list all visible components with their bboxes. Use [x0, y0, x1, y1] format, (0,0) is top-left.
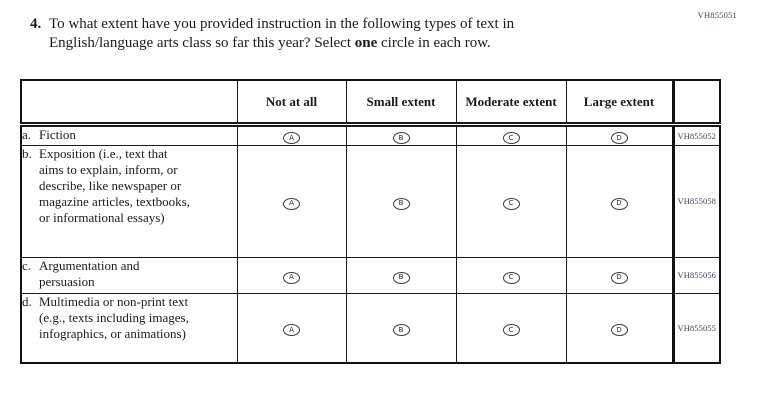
- option-cell-d-d: D: [565, 292, 674, 364]
- row-label-d: d. Multimedia or non-print text (e.g., te…: [20, 292, 238, 364]
- answer-bubble-d-b[interactable]: B: [392, 324, 410, 337]
- column-header-moderate-extent: Moderate extent: [455, 79, 567, 127]
- table-row-d: d. Multimedia or non-print text (e.g., te…: [20, 292, 721, 364]
- answer-grid-table: Not at all Small extent Moderate extent Lar…: [20, 79, 721, 364]
- answer-bubble-a-a[interactable]: A: [283, 132, 300, 144]
- row-code-b: VH855058: [671, 144, 721, 258]
- answer-bubble-d-c[interactable]: C: [502, 324, 520, 337]
- option-cell-b-a: A: [236, 144, 347, 258]
- answer-bubble-c-a[interactable]: A: [283, 271, 300, 284]
- answer-bubble-a-d[interactable]: D: [610, 132, 628, 144]
- option-cell-d-b: B: [345, 292, 457, 364]
- row-letter: c.: [22, 257, 32, 273]
- row-letter: b.: [22, 145, 32, 161]
- option-cell-b-b: B: [345, 144, 457, 258]
- column-header-large-extent: Large extent: [565, 79, 674, 127]
- answer-bubble-a-b[interactable]: B: [392, 132, 410, 144]
- question-text-part1: To what extent have you provided instruc…: [49, 16, 515, 51]
- column-header-not-at-all: Not at all: [236, 79, 347, 127]
- answer-bubble-b-a[interactable]: A: [283, 197, 300, 210]
- row-code-d: VH855055: [671, 292, 721, 364]
- row-label-text: Multimedia or non-print text (e.g., text…: [39, 293, 189, 341]
- option-cell-c-d: D: [565, 256, 674, 294]
- option-cell-b-d: D: [565, 144, 674, 258]
- option-cell-a-a: A: [236, 123, 347, 146]
- option-cell-a-b: B: [345, 123, 457, 146]
- row-code-a: VH855052: [671, 123, 721, 146]
- row-label-b: b. Exposition (i.e., text that aims to ex…: [20, 144, 238, 258]
- question-text-bold-word: one: [354, 35, 378, 51]
- answer-bubble-d-a[interactable]: A: [283, 324, 300, 337]
- row-letter: d.: [22, 293, 32, 309]
- option-cell-c-a: A: [236, 256, 347, 294]
- row-label-c: c. Argumentation and persuasion: [20, 256, 238, 294]
- option-cell-d-c: C: [455, 292, 567, 364]
- option-cell-d-a: A: [236, 292, 347, 364]
- question-id-code: VH855051: [697, 10, 737, 20]
- answer-bubble-c-c[interactable]: C: [502, 271, 520, 284]
- answer-bubble-a-c[interactable]: C: [502, 132, 520, 144]
- table-row-c: c. Argumentation and persuasion A B C D VH8550…: [20, 256, 721, 294]
- option-cell-a-d: D: [565, 123, 674, 146]
- row-label-text: Argumentation and persuasion: [39, 257, 140, 289]
- option-cell-c-c: C: [455, 256, 567, 294]
- row-code-c: VH855056: [671, 256, 721, 294]
- code-column-header: [671, 79, 721, 127]
- option-cell-b-c: C: [455, 144, 567, 258]
- row-letter: a.: [22, 126, 32, 142]
- table-row-a: a. Fiction A B C D VH855052: [20, 123, 721, 146]
- answer-bubble-c-b[interactable]: B: [392, 271, 410, 284]
- answer-bubble-b-b[interactable]: B: [392, 197, 410, 210]
- corner-empty-header: [20, 79, 238, 127]
- row-label-text: Exposition (i.e., text that aims to expl…: [39, 145, 190, 225]
- answer-bubble-b-c[interactable]: C: [502, 197, 520, 210]
- column-header-small-extent: Small extent: [345, 79, 457, 127]
- question-block: 4. To what extent have you provided inst…: [0, 0, 757, 53]
- answer-bubble-b-d[interactable]: D: [610, 197, 628, 210]
- header-row: Not at all Small extent Moderate extent Lar…: [20, 79, 721, 127]
- answer-bubble-d-d[interactable]: D: [610, 324, 628, 337]
- option-cell-a-c: C: [455, 123, 567, 146]
- answer-bubble-c-d[interactable]: D: [610, 271, 628, 284]
- question-number: 4.: [30, 16, 42, 32]
- row-label-a: a. Fiction: [20, 123, 238, 146]
- row-label-text: Fiction: [39, 126, 76, 142]
- question-text: To what extent have you provided instruc…: [49, 15, 594, 53]
- table-row-b: b. Exposition (i.e., text that aims to ex…: [20, 144, 721, 258]
- question-text-part2: circle in each row.: [377, 35, 491, 51]
- option-cell-c-b: B: [345, 256, 457, 294]
